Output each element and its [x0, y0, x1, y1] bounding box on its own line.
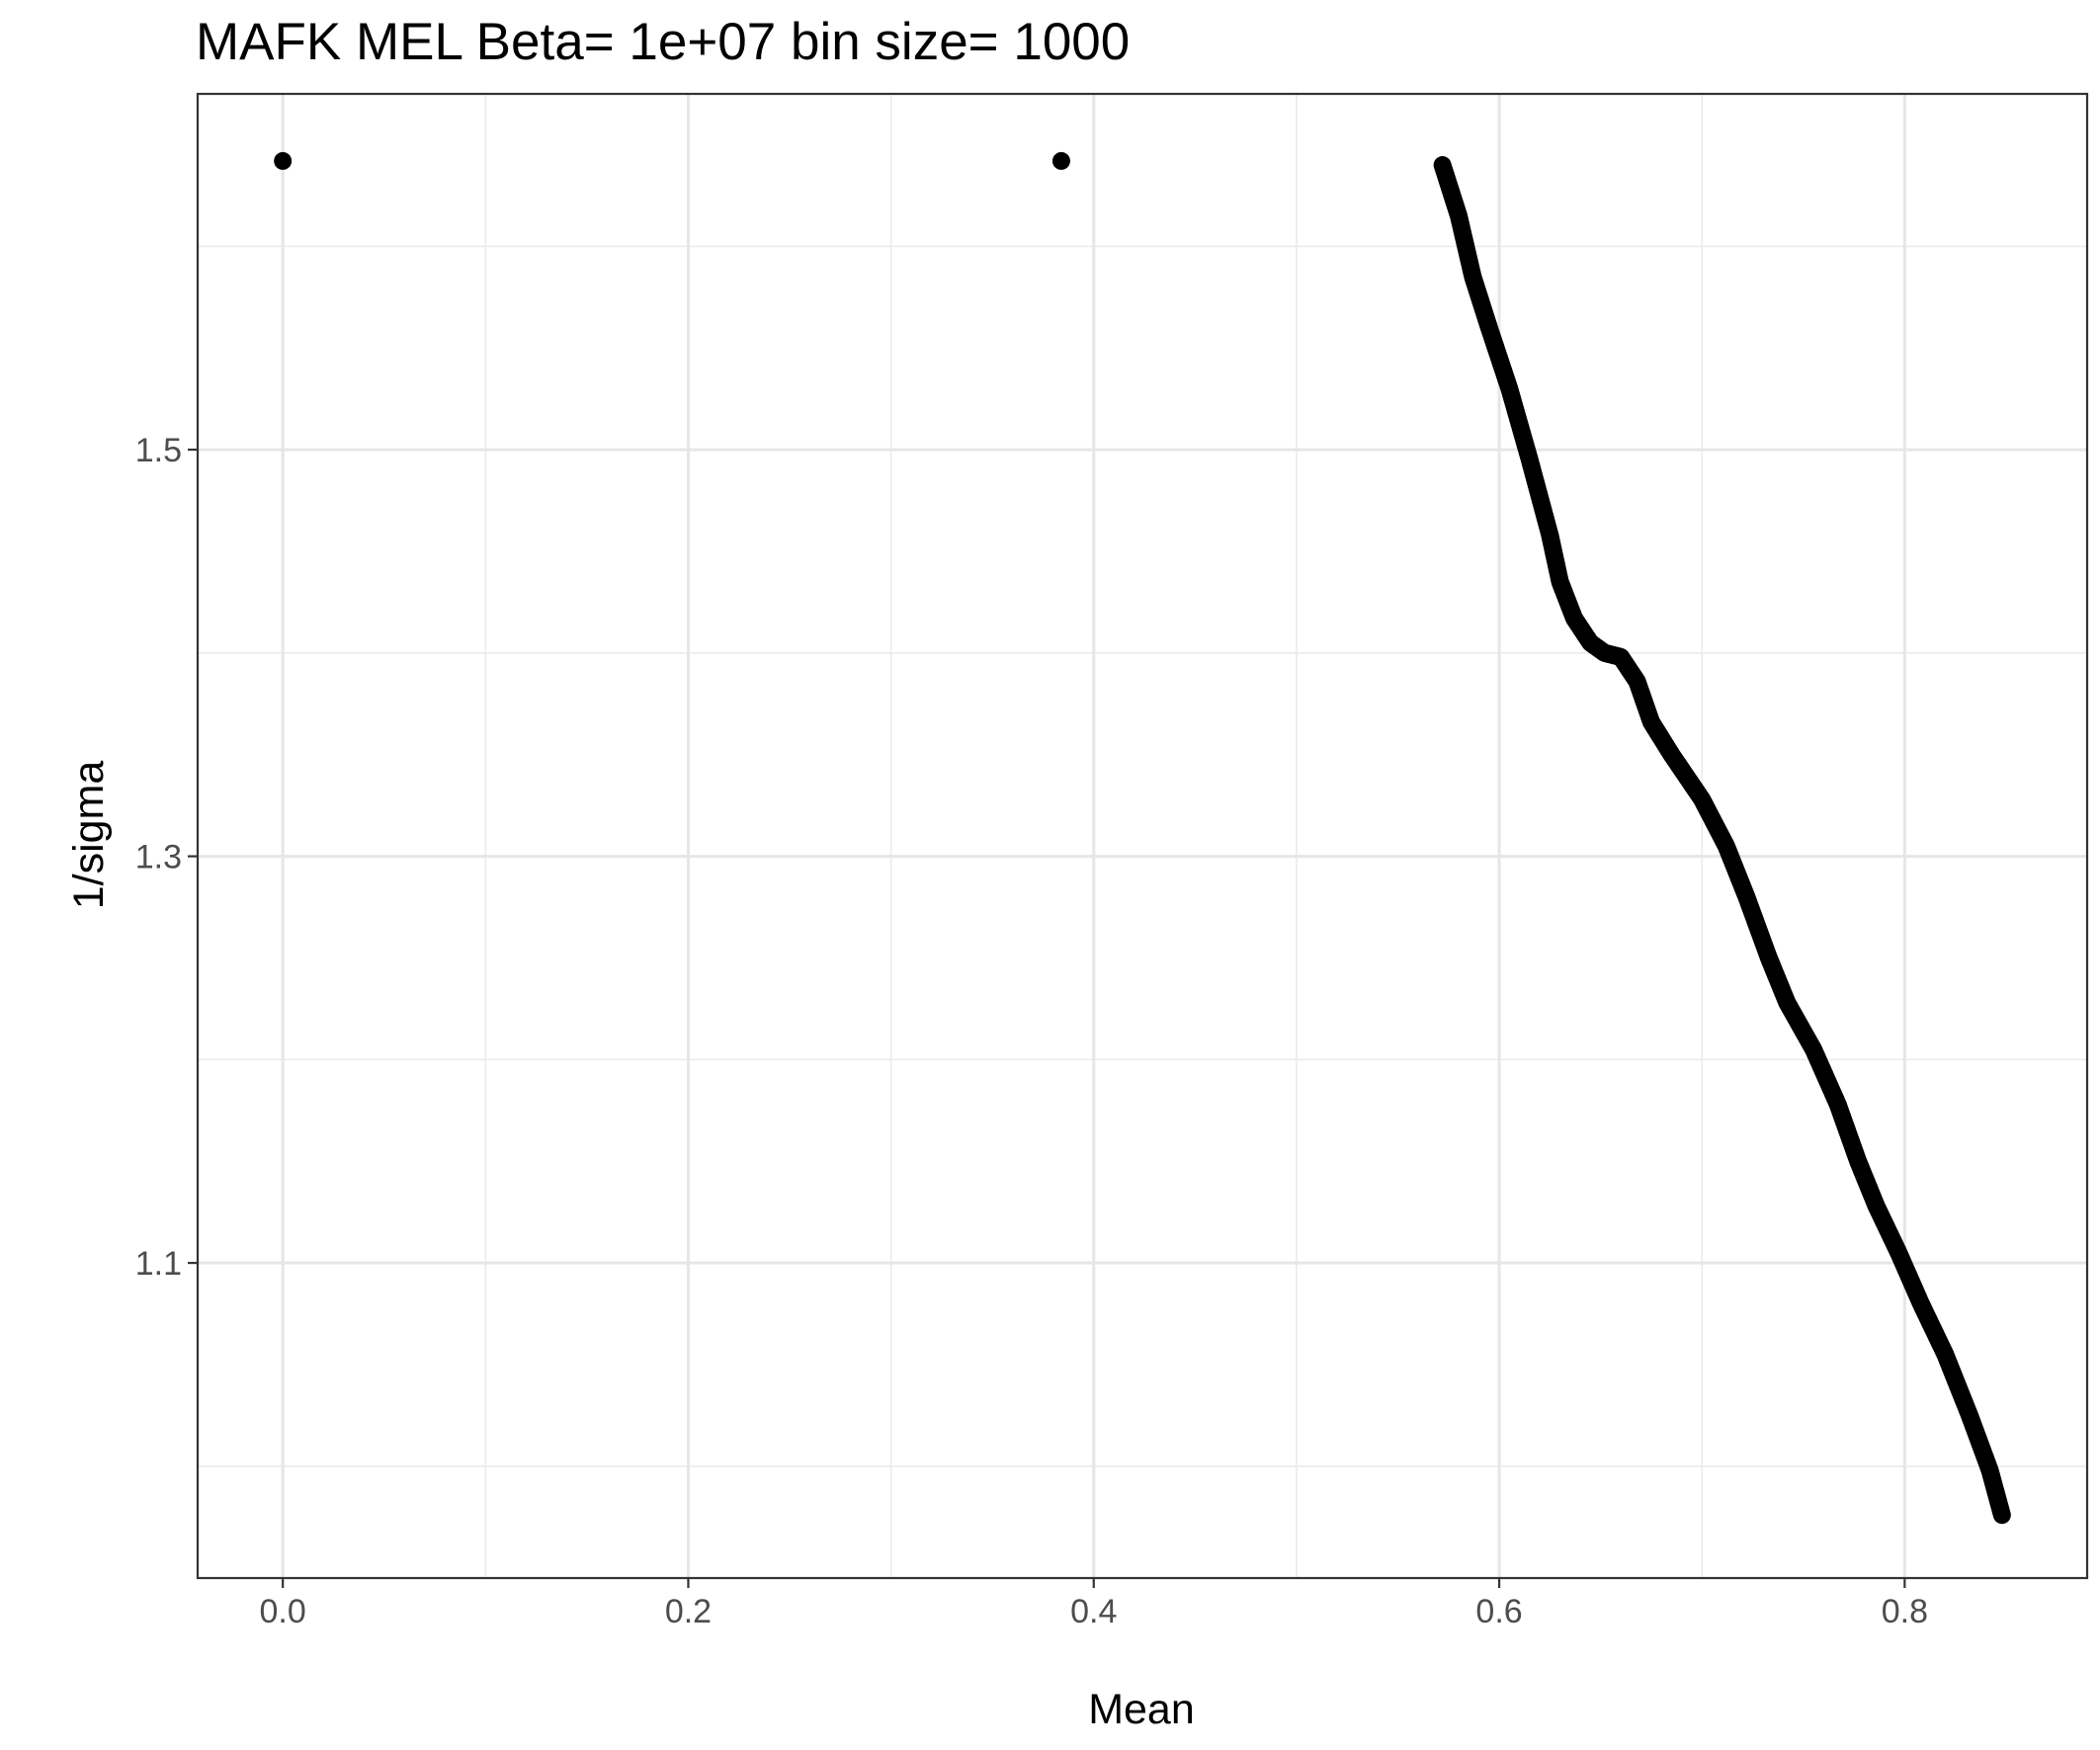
panel-border: [196, 92, 2089, 1580]
x-tick-label: 0.0: [260, 1593, 306, 1630]
chart-title: MAFK MEL Beta= 1e+07 bin size= 1000: [196, 13, 1130, 71]
y-axis-title: 1/sigma: [65, 761, 113, 910]
data-point: [274, 151, 293, 170]
x-tick-label: 0.8: [1882, 1593, 1928, 1630]
x-axis: 0.0 0.2 0.4 0.6 0.8: [260, 1578, 1928, 1630]
y-tick-label: 1.5: [135, 432, 182, 469]
data-marks: [274, 151, 2011, 1525]
y-tick-label: 1.3: [135, 839, 182, 876]
data-point: [1051, 151, 1070, 170]
y-axis: 1.1 1.3 1.5: [135, 432, 198, 1283]
x-tick-label: 0.4: [1070, 1593, 1117, 1630]
x-axis-title: Mean: [1088, 1686, 1195, 1733]
data-point: [1992, 1506, 2011, 1525]
x-tick-label: 0.6: [1475, 1593, 1522, 1630]
y-tick-label: 1.1: [135, 1245, 182, 1283]
x-tick-label: 0.2: [665, 1593, 712, 1630]
minor-gridlines: [198, 94, 2087, 1578]
